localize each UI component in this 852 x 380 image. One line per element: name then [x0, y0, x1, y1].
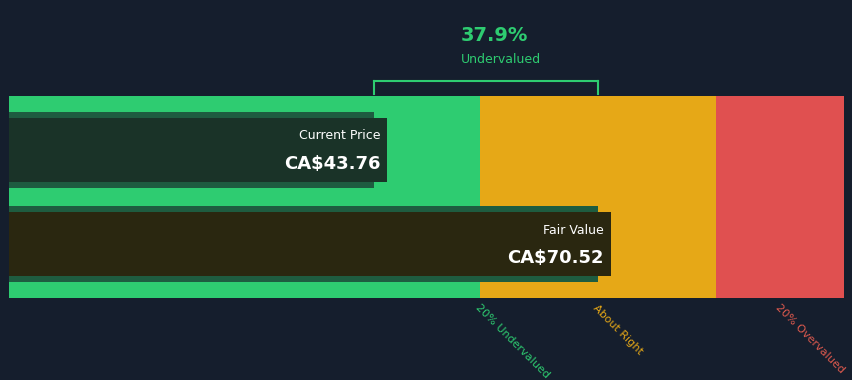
Bar: [715, 188, 843, 206]
Text: About Right: About Right: [590, 302, 644, 356]
Bar: [9, 188, 480, 206]
Bar: [480, 112, 715, 188]
Text: Fair Value: Fair Value: [543, 223, 603, 237]
Bar: [715, 206, 843, 282]
Text: Current Price: Current Price: [298, 129, 380, 142]
Bar: [715, 282, 843, 298]
Text: CA$70.52: CA$70.52: [507, 249, 603, 267]
Text: 20% Overvalued: 20% Overvalued: [772, 302, 845, 375]
Text: 37.9%: 37.9%: [461, 27, 528, 46]
Bar: [9, 206, 597, 282]
Bar: [9, 282, 480, 298]
Bar: [597, 206, 715, 282]
Bar: [9, 112, 374, 188]
Bar: [480, 97, 715, 112]
Bar: [715, 112, 843, 188]
Bar: [9, 118, 387, 182]
Text: 20% Undervalued: 20% Undervalued: [473, 302, 550, 380]
Bar: [374, 112, 480, 188]
Bar: [480, 188, 715, 206]
Text: CA$43.76: CA$43.76: [284, 155, 380, 173]
Bar: [9, 97, 480, 112]
Bar: [715, 97, 843, 112]
Bar: [9, 212, 610, 276]
Bar: [480, 282, 715, 298]
Text: Undervalued: Undervalued: [461, 53, 541, 66]
